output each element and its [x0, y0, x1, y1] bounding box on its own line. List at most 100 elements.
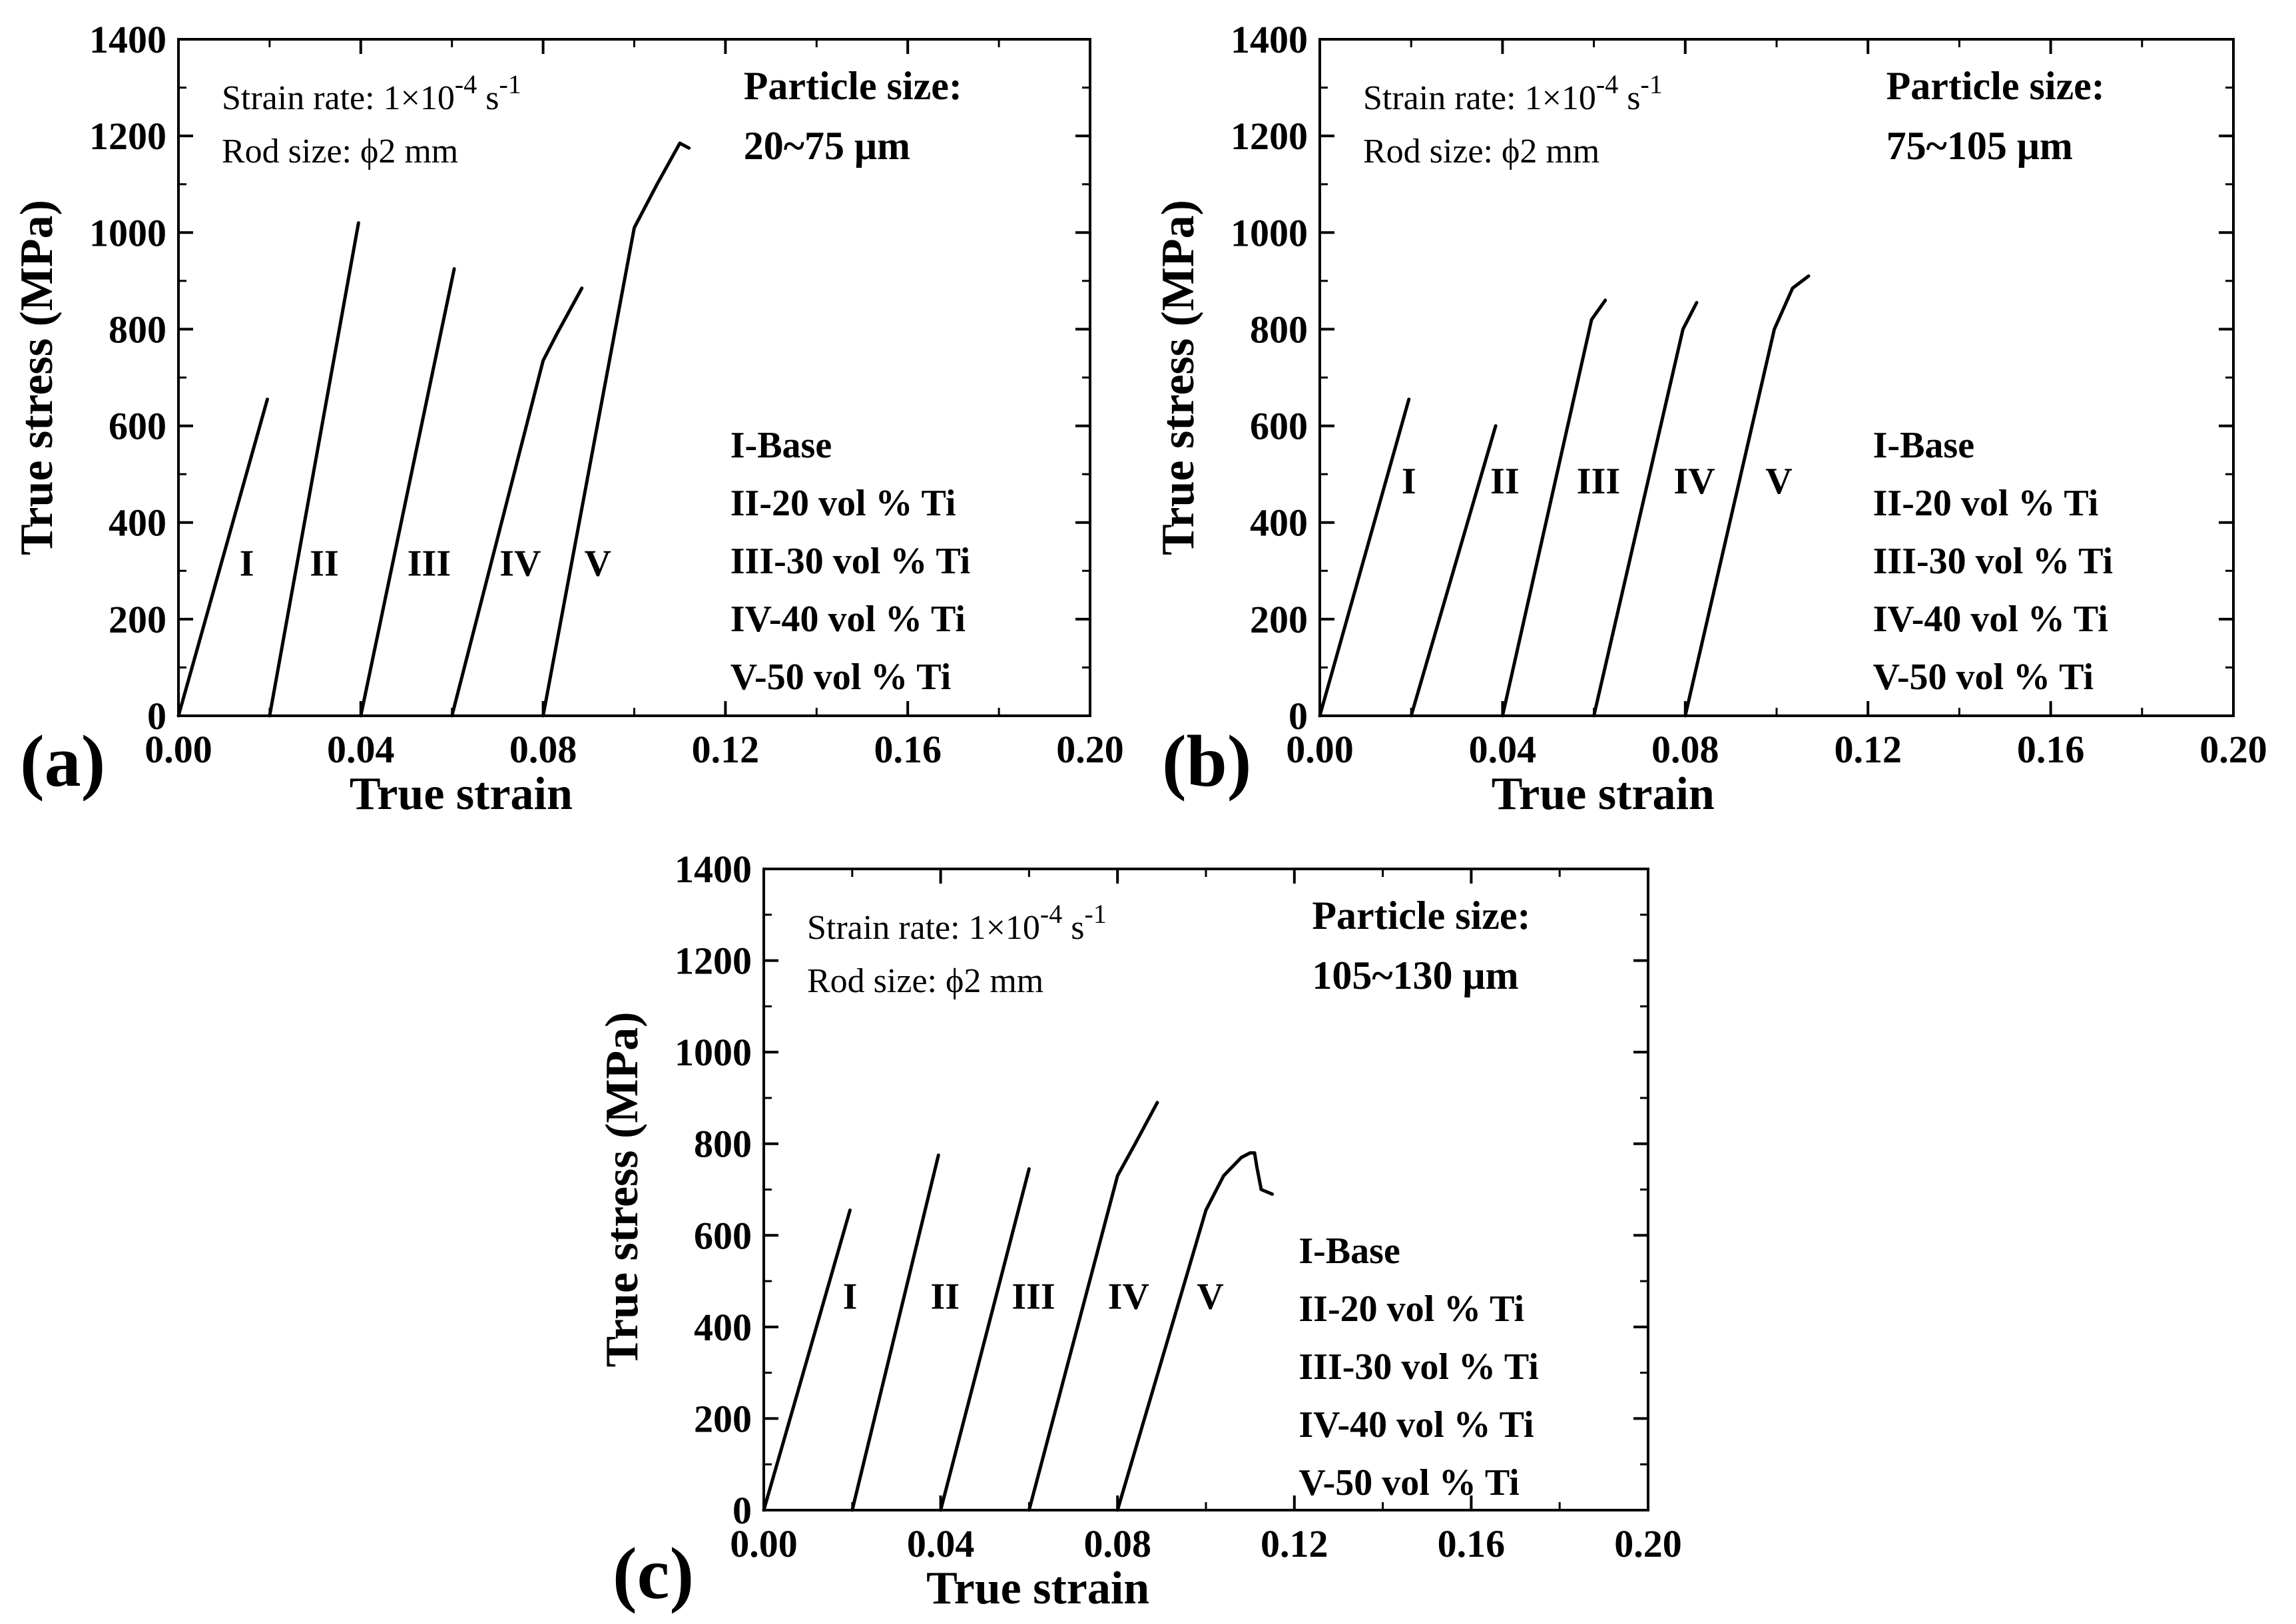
legend-entry: V-50 vol % Ti [730, 657, 951, 698]
series-line-I [762, 1208, 852, 1512]
series-label-I: I [1402, 461, 1416, 502]
particle-size-value: 75~105 μm [1886, 124, 2073, 168]
y-tick-label: 600 [109, 405, 166, 448]
y-tick-label: 1200 [89, 115, 166, 158]
x-axis-label: True strain [1492, 768, 1715, 820]
panel-label: (c) [613, 1533, 694, 1614]
legend-entry: IV-40 vol % Ti [730, 599, 966, 640]
particle-size-title: Particle size: [744, 64, 962, 108]
x-tick-label: 0.12 [1261, 1522, 1328, 1565]
legend-entry: I-Base [1873, 425, 1974, 466]
series-line-III [939, 1167, 1031, 1512]
x-tick-label: 0.12 [692, 728, 760, 771]
x-axis-label: True strain [350, 768, 573, 820]
rod-size-note: Rod size: ϕ2 mm [807, 962, 1043, 1000]
x-tick-label: 0.00 [730, 1522, 798, 1565]
series-line-III [359, 267, 456, 718]
series-line-I [1318, 398, 1411, 718]
particle-size-value: 20~75 μm [744, 124, 910, 168]
x-tick-label: 0.08 [1651, 728, 1719, 771]
y-axis-label: True stress (MPa) [597, 1012, 648, 1368]
series-line-V [1115, 1151, 1275, 1512]
series-label-IV: IV [1673, 461, 1715, 502]
series-line-V [1683, 274, 1811, 718]
series-label-II: II [930, 1276, 960, 1317]
series-label-III: III [408, 543, 451, 585]
series-line-V [541, 141, 691, 718]
y-axis-label: True stress (MPa) [11, 200, 63, 555]
x-tick-label: 0.08 [1083, 1522, 1151, 1565]
legend-entry: III-30 vol % Ti [1298, 1346, 1538, 1388]
particle-size-title: Particle size: [1312, 894, 1530, 938]
series-label-V: V [1765, 461, 1792, 502]
legend-entry: III-30 vol % Ti [730, 541, 970, 582]
y-tick-label: 1000 [89, 211, 166, 254]
y-tick-label: 200 [109, 598, 166, 641]
y-tick-label: 800 [694, 1123, 752, 1166]
series-line-I [176, 398, 269, 718]
chart-panel-2: 0.00 0.04 0.08 0.12 0.16 0.20 0 200 400 600 800 100… [1153, 18, 2267, 820]
y-tick-label: 200 [1250, 598, 1308, 641]
y-tick-label: 0 [1289, 694, 1308, 738]
x-tick-label: 0.04 [1469, 728, 1537, 771]
x-tick-label: 0.16 [2017, 728, 2085, 771]
y-tick-label: 1000 [1231, 211, 1308, 254]
y-tick-label: 800 [109, 308, 166, 351]
x-tick-label: 0.04 [907, 1522, 975, 1565]
y-tick-label: 400 [109, 501, 166, 545]
series-label-II: II [310, 543, 339, 585]
y-tick-label: 1200 [1231, 115, 1308, 158]
legend-entry: II-20 vol % Ti [1298, 1288, 1524, 1330]
y-tick-label: 1000 [675, 1031, 752, 1074]
particle-size-title: Particle size: [1886, 64, 2105, 108]
panel-label: (b) [1162, 720, 1251, 802]
legend-entry: II-20 vol % Ti [730, 483, 956, 524]
series-line-IV [450, 286, 584, 718]
series-line-II [1409, 424, 1498, 718]
series-line-IV [1027, 1101, 1159, 1512]
legend-entry: IV-40 vol % Ti [1298, 1404, 1534, 1446]
chart-panel-3: 0.00 0.04 0.08 0.12 0.16 0.20 0 200 400 600 800 100… [597, 848, 1682, 1614]
y-tick-label: 800 [1250, 308, 1308, 351]
legend-entry: II-20 vol % Ti [1873, 483, 2099, 524]
legend-entry: I-Base [730, 425, 832, 466]
legend-entry: V-50 vol % Ti [1873, 657, 2094, 698]
x-tick-label: 0.04 [327, 728, 395, 771]
rod-size-note: Rod size: ϕ2 mm [222, 133, 458, 170]
y-tick-label: 1400 [1231, 18, 1308, 61]
series-line-II [268, 221, 360, 718]
x-tick-label: 0.00 [1286, 728, 1354, 771]
x-tick-label: 0.16 [874, 728, 942, 771]
x-tick-label: 0.00 [144, 728, 212, 771]
strain-rate-note: Strain rate: 1×10-4 s-1 [222, 69, 521, 117]
strain-rate-note: Strain rate: 1×10-4 s-1 [1363, 69, 1663, 117]
legend-entry: IV-40 vol % Ti [1873, 599, 2108, 640]
series-label-IV: IV [1108, 1276, 1149, 1317]
series-label-I: I [240, 543, 254, 585]
strain-rate-note: Strain rate: 1×10-4 s-1 [807, 899, 1107, 947]
panel-label: (a) [20, 720, 105, 802]
legend-entry: III-30 vol % Ti [1873, 541, 2113, 582]
x-axis-label: True strain [926, 1563, 1149, 1614]
series-label-III: III [1577, 461, 1620, 502]
y-tick-label: 1400 [675, 848, 752, 891]
y-tick-label: 600 [1250, 405, 1308, 448]
series-label-V: V [1197, 1276, 1223, 1317]
particle-size-value: 105~130 μm [1312, 953, 1518, 997]
series-label-I: I [843, 1276, 858, 1317]
y-tick-label: 0 [732, 1489, 752, 1532]
x-tick-label: 0.20 [2199, 728, 2267, 771]
series-line-III [1500, 298, 1607, 718]
y-axis-label: True stress (MPa) [1153, 200, 1204, 555]
y-tick-label: 1200 [675, 940, 752, 983]
rod-size-note: Rod size: ϕ2 mm [1363, 133, 1599, 170]
y-tick-label: 400 [1250, 501, 1308, 545]
series-line-IV [1592, 301, 1699, 718]
series-line-II [850, 1153, 940, 1512]
series-label-II: II [1490, 461, 1520, 502]
legend-entry: I-Base [1298, 1230, 1400, 1272]
y-tick-label: 1400 [89, 18, 166, 61]
chart-panel-1: 0.00 0.04 0.08 0.12 0.16 0.20 0 200 400 600 800 100… [11, 18, 1124, 820]
x-tick-label: 0.08 [509, 728, 577, 771]
